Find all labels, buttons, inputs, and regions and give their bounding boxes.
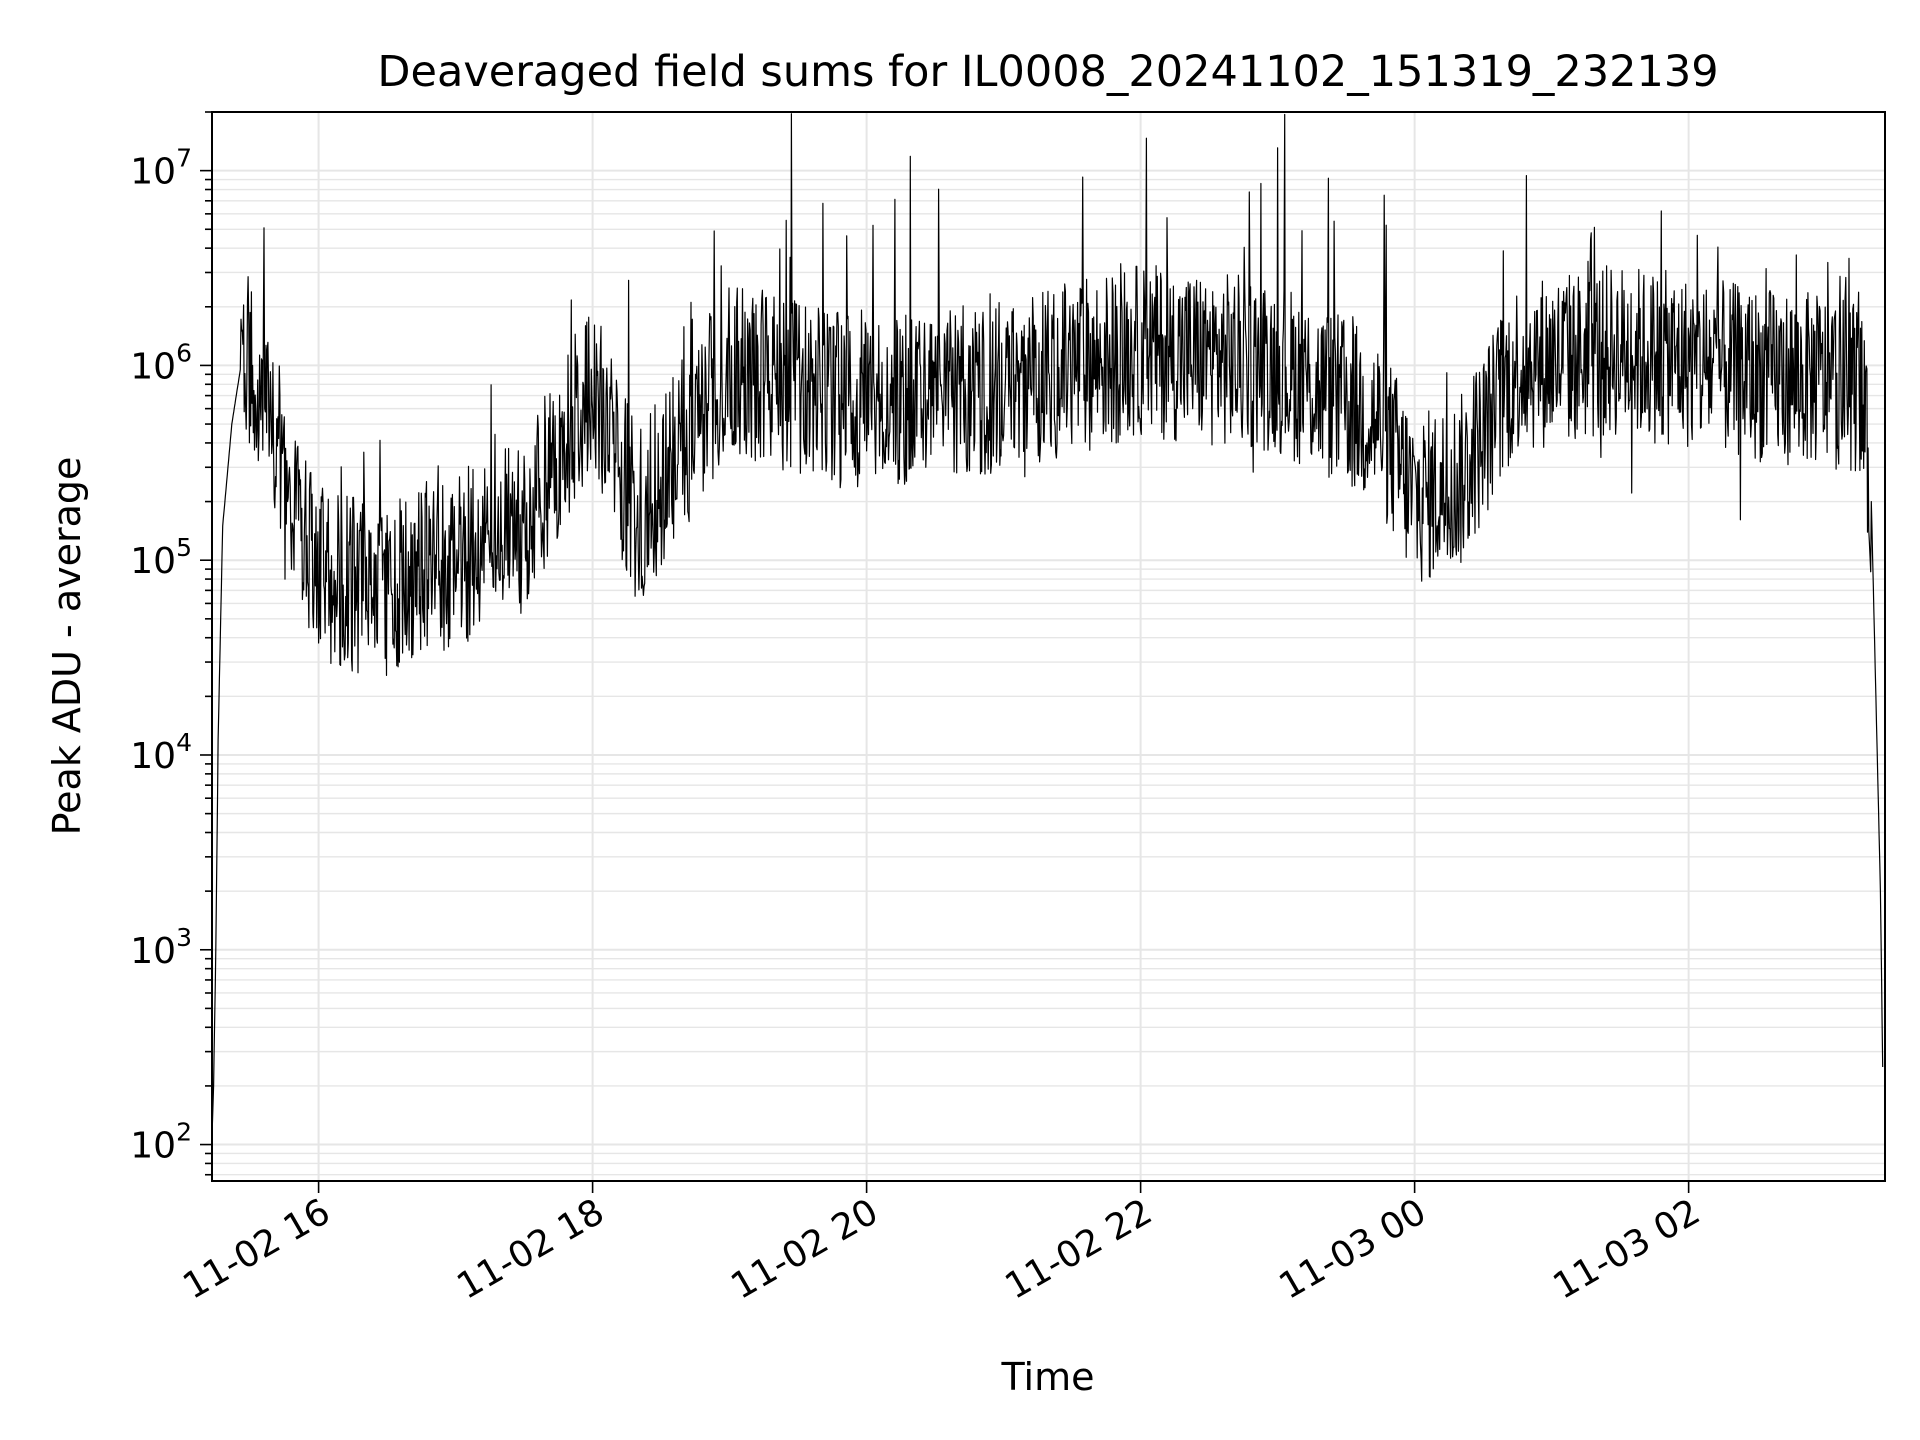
plot-frame — [211, 111, 1886, 1182]
x-tick-label: 11-02 22 — [998, 1191, 1159, 1307]
y-tick-label: 107 — [130, 144, 192, 193]
y-tick-label: 103 — [130, 923, 192, 972]
y-axis-label: Peak ADU - average — [45, 457, 89, 836]
x-axis: 11-02 16 11-02 18 11-02 20 11-02 22 11-03 00… — [176, 1181, 1707, 1308]
chart-title: Deaveraged field sums for IL0008_2024110… — [377, 47, 1718, 97]
data-series-line — [211, 113, 1884, 1137]
x-axis-label: Time — [1001, 1355, 1095, 1399]
x-tick-label: 11-02 20 — [724, 1191, 885, 1307]
x-tick-label: 11-03 02 — [1546, 1191, 1707, 1307]
y-tick-label: 106 — [130, 338, 192, 387]
x-tick-label: 11-02 18 — [450, 1191, 611, 1307]
x-tick-label: 11-03 00 — [1272, 1191, 1433, 1307]
y-tick-label: 102 — [130, 1118, 192, 1167]
x-tick-label: 11-02 16 — [176, 1191, 337, 1307]
y-axis: 102 103 104 105 106 107 — [130, 111, 212, 1176]
series-line — [211, 113, 1884, 1137]
y-tick-label: 104 — [130, 728, 192, 777]
grid-lines — [212, 111, 1885, 1181]
y-tick-label: 105 — [130, 533, 192, 582]
